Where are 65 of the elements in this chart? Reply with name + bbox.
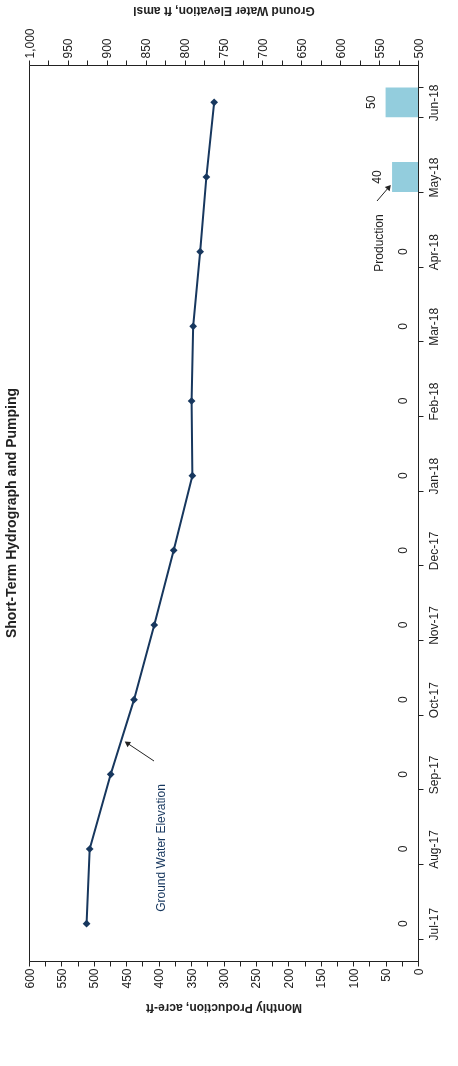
x2-tick-label: 500: [411, 38, 426, 59]
text: Short-Term Hydrograph and Pumping: [3, 387, 19, 639]
y-tick-label: Nov-17: [426, 605, 441, 645]
x2-tick-label: 700: [255, 38, 270, 59]
x-tick-label: 300: [217, 968, 231, 989]
data-label: 0: [396, 322, 410, 330]
y-tick-label: Jun-18: [426, 84, 441, 122]
y-tick-label: Jul-17: [426, 907, 441, 941]
x2-tick-label: 850: [139, 38, 154, 59]
point: [106, 770, 115, 779]
point: [210, 98, 219, 107]
x2-tick-label: 950: [61, 38, 76, 59]
point: [130, 695, 138, 704]
y-tick-label: Dec-17: [426, 531, 441, 571]
text: Ground Water Elevation: [154, 784, 168, 912]
text: Production: [372, 214, 386, 272]
point: [202, 173, 211, 181]
x-tick-label: 250: [249, 968, 264, 989]
y-tick-label: Aug-17: [426, 829, 441, 869]
x-axis-title: Monthly Production, acre-ft: [146, 1000, 302, 1015]
y-tick-label: Sep-17: [426, 755, 441, 795]
x-tick-label: 500: [87, 968, 102, 989]
y-tick-label: Apr-18: [426, 233, 441, 271]
data-label: 0: [396, 770, 410, 778]
x2-tick-label: 900: [100, 38, 115, 59]
x-tick-label: 600: [22, 968, 37, 989]
data-label: 0: [396, 696, 410, 704]
data-label: 40: [370, 170, 385, 184]
x2-axis-title: Ground Water Elevation, ft amsl: [133, 4, 315, 19]
y-tick-label: Oct-17: [426, 681, 441, 719]
y-tick-label: Mar-18: [426, 307, 441, 346]
x-tick-label: 350: [184, 968, 199, 989]
x2-tick-label: 550: [372, 38, 387, 59]
x2-tick-label: 650: [294, 38, 309, 59]
x2-tick-label: 1,000: [22, 28, 37, 59]
point: [188, 471, 197, 480]
data-label: 0: [396, 546, 410, 554]
x-tick-label: 100: [346, 968, 361, 989]
x-tick-label: 450: [119, 968, 134, 989]
point: [189, 322, 198, 331]
data-label: 0: [396, 248, 410, 256]
y-tick-label: May-18: [426, 157, 441, 198]
data-label: 0: [396, 397, 410, 405]
x2-tick-label: 600: [333, 38, 348, 59]
x2-tick-label: 800: [178, 38, 193, 59]
x-tick-label: 0: [411, 968, 426, 976]
x-tick-label: 400: [152, 968, 167, 989]
x-tick-label: 200: [281, 968, 296, 989]
x2-tick-label: 750: [217, 38, 231, 59]
point: [150, 621, 159, 629]
data-label: 0: [396, 472, 410, 480]
point: [82, 919, 91, 928]
data-label: 0: [396, 621, 410, 629]
x-tick-label: 550: [54, 968, 69, 989]
data-label: 0: [396, 920, 410, 928]
point: [187, 397, 196, 405]
data-label: 50: [363, 95, 378, 110]
y-tick-label: Feb-18: [426, 382, 441, 421]
x-tick-label: 50: [379, 968, 394, 982]
data-label: 0: [396, 845, 410, 853]
point: [196, 247, 205, 256]
point: [85, 845, 94, 853]
y-tick-label: Jan-18: [426, 457, 441, 495]
x-tick-label: 150: [314, 968, 329, 989]
point: [169, 546, 178, 555]
